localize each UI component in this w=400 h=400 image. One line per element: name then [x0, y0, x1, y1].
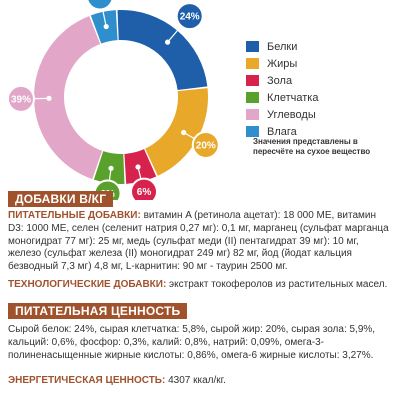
- energy-value-label: ЭНЕРГЕТИЧЕСКАЯ ЦЕННОСТЬ:: [8, 375, 166, 386]
- callout-dot-6: [103, 23, 109, 30]
- legend-swatch: [246, 58, 259, 69]
- nutrient-donut-chart: 5%24%20%6%6%39%: [6, 0, 220, 200]
- nutritional-additives-text: ПИТАТЕЛЬНЫЕ ДОБАВКИ: витамин A (ретинола…: [8, 210, 394, 274]
- slice-5: [34, 16, 103, 180]
- legend-swatch: [246, 41, 259, 52]
- energy-value-number: 4307 ккал/кг.: [165, 375, 226, 386]
- value-label-5: 39%: [11, 94, 31, 105]
- tech-additives-text: ТЕХНОЛОГИЧЕСКИЕ ДОБАВКИ: экстракт токофе…: [8, 279, 394, 292]
- callout-dot-3: [135, 164, 141, 170]
- legend-item-3: Зола: [246, 72, 318, 89]
- value-badge-3: [130, 177, 159, 200]
- legend-item-6: Влага: [246, 123, 318, 140]
- callout-dot-2: [181, 129, 187, 136]
- nutrition-header: ПИТАТЕЛЬНАЯ ЦЕННОСТЬ: [8, 303, 188, 319]
- legend-swatch: [246, 109, 259, 120]
- value-badge-1: [175, 2, 204, 31]
- legend-note: Значения представлены в пересчёте на сух…: [253, 137, 371, 156]
- value-label-3: 6%: [137, 187, 152, 198]
- additives-header: ДОБАВКИ В/КГ: [8, 191, 114, 207]
- nutritional-additives-value: витамин A (ретинола ацетат): 18 000 МЕ, …: [8, 210, 389, 273]
- legend-item-2: Жиры: [246, 55, 318, 72]
- value-badge-5: [6, 84, 35, 113]
- chart-legend: Белки Жиры Зола Клетчатка Углеводы Влага: [246, 38, 318, 140]
- value-label-2: 20%: [196, 141, 216, 152]
- legend-swatch: [246, 75, 259, 86]
- nutritional-additives-label: ПИТАТЕЛЬНЫЕ ДОБАВКИ:: [8, 210, 141, 221]
- value-label-1: 24%: [180, 12, 200, 23]
- legend-item-4: Клетчатка: [246, 89, 318, 106]
- legend-label: Клетчатка: [267, 91, 319, 104]
- tech-additives-value: экстракт токоферолов из растительных мас…: [166, 279, 388, 290]
- callout-dot-5: [46, 95, 52, 101]
- legend-item-5: Углеводы: [246, 106, 318, 123]
- value-badge-6: [86, 0, 114, 11]
- slice-2: [145, 88, 208, 176]
- energy-value-text: ЭНЕРГЕТИЧЕСКАЯ ЦЕННОСТЬ: 4307 ккал/кг.: [8, 375, 394, 388]
- legend-item-1: Белки: [246, 38, 318, 55]
- value-label-6: 5%: [93, 0, 108, 3]
- slice-1: [117, 10, 208, 91]
- callout-dot-4: [108, 165, 114, 171]
- legend-swatch: [246, 92, 259, 103]
- legend-label: Белки: [267, 40, 298, 53]
- legend-label: Зола: [267, 74, 293, 87]
- value-badge-2: [191, 131, 220, 160]
- legend-label: Углеводы: [267, 108, 316, 121]
- tech-additives-label: ТЕХНОЛОГИЧЕСКИЕ ДОБАВКИ:: [8, 279, 167, 290]
- legend-label: Влага: [267, 125, 297, 138]
- nutrition-values-text: Сырой белок: 24%, сырая клетчатка: 5,8%,…: [8, 324, 376, 361]
- legend-label: Жиры: [267, 57, 298, 70]
- legend-swatch: [246, 126, 259, 137]
- callout-dot-1: [165, 39, 171, 45]
